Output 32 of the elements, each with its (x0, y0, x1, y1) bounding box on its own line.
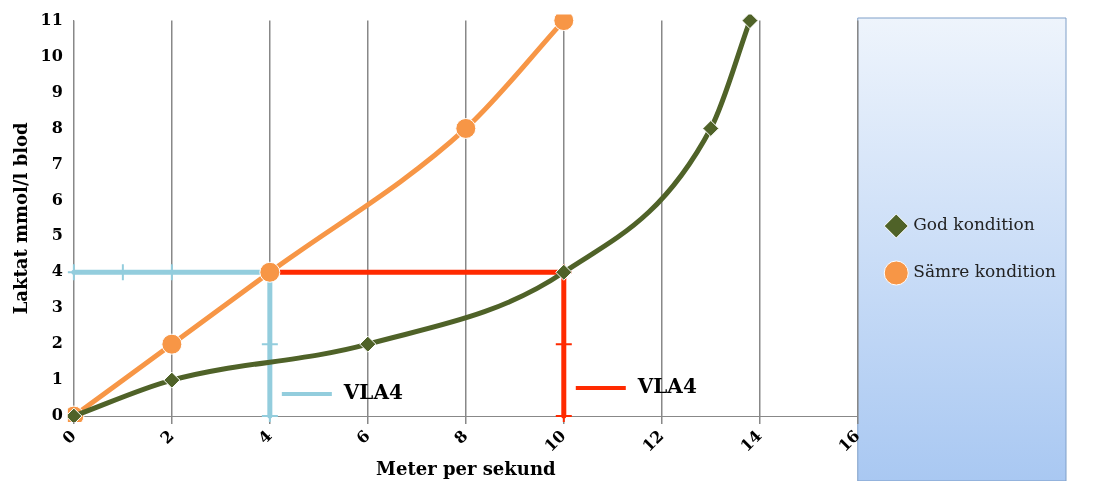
x-tick-label: 8 (450, 426, 472, 448)
point (163, 371, 181, 389)
y-tick-label: 0 (51, 405, 63, 425)
x-tick-label: 16 (834, 426, 864, 456)
legend-label: VLA4 (636, 374, 697, 399)
y-tick-label: 2 (51, 333, 63, 353)
legend-label: VLA4 (342, 380, 403, 405)
x-tick-label: 10 (540, 426, 570, 456)
x-tick-label: 4 (254, 426, 276, 448)
x-axis-title: Meter per sekund (376, 457, 556, 479)
y-tick-label: 11 (40, 9, 63, 29)
legend-label: God kondition (913, 214, 1035, 235)
point (455, 117, 477, 139)
x-tick-label: 12 (638, 426, 668, 456)
y-tick-label: 8 (51, 117, 63, 137)
point (702, 119, 720, 137)
y-tick-label: 9 (51, 81, 63, 101)
y-axis-title: Laktat mmol/l blod (10, 121, 32, 315)
y-tick-label: 4 (51, 261, 63, 281)
y-tick-label: 6 (51, 189, 63, 209)
y-tick-label: 7 (51, 153, 63, 173)
x-tick-label: 6 (352, 426, 374, 448)
point (741, 14, 759, 30)
point (161, 333, 183, 355)
y-tick-label: 3 (51, 297, 63, 317)
y-tick-label: 5 (51, 225, 63, 245)
legend-label: Sämre kondition (913, 261, 1057, 282)
x-tick-label: 2 (156, 426, 178, 448)
point (359, 335, 377, 353)
x-tick-label: 14 (736, 426, 766, 456)
y-tick-label: 10 (40, 45, 63, 65)
y-tick-label: 1 (51, 369, 63, 389)
